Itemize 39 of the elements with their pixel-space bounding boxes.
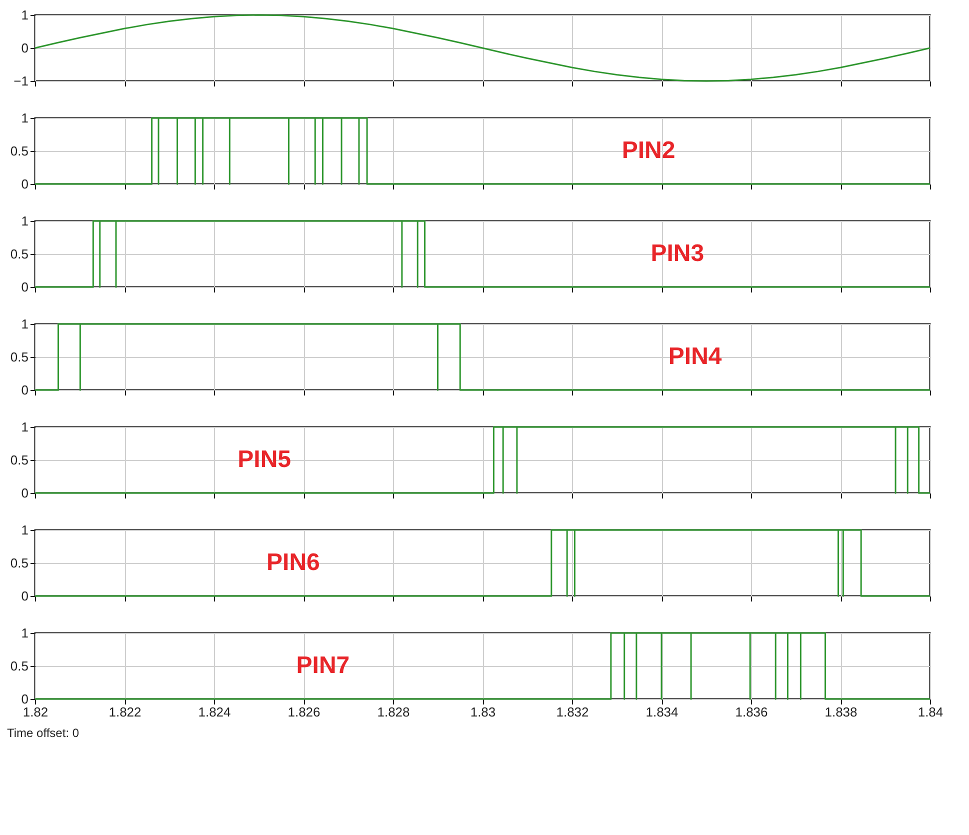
y-tick-label: 0 xyxy=(21,280,28,294)
x-tick-label: 1.832 xyxy=(556,704,589,720)
y-tick-label: 0.5 xyxy=(10,144,28,158)
text: Time offset: 0 xyxy=(7,726,80,740)
x-tick-label: 1.838 xyxy=(824,704,858,720)
y-tick-label: 1 xyxy=(21,110,28,126)
y-tick-label: 0.5 xyxy=(10,246,28,262)
y-tick-label: 1 xyxy=(21,522,28,538)
annotation: PIN6 xyxy=(266,549,320,576)
y-tick-label: 1 xyxy=(21,214,28,228)
annotation: PIN7 xyxy=(296,652,350,679)
x-tick-label: 1.824 xyxy=(198,704,231,720)
y-tick-label: 1 xyxy=(21,420,28,434)
y-tick-label: 1 xyxy=(21,8,28,22)
y-tick-label: 0.5 xyxy=(10,452,28,468)
y-tick-label: 0 xyxy=(21,176,28,192)
x-tick-label: 1.82 xyxy=(22,704,48,720)
x-tick-label: 1.826 xyxy=(288,704,320,720)
x-tick-label: 1.834 xyxy=(646,704,678,720)
y-tick-label: 0 xyxy=(21,486,28,500)
y-tick-label: 0 xyxy=(21,40,28,56)
y-tick-label: 1 xyxy=(21,316,28,332)
x-tick-label: 1.84 xyxy=(918,704,944,720)
y-tick-label: 0 xyxy=(21,382,28,398)
x-tick-label: 1.822 xyxy=(108,704,142,720)
x-tick-label: 1.828 xyxy=(377,704,410,720)
y-tick-label: 0.5 xyxy=(10,350,28,364)
annotation: PIN5 xyxy=(238,446,292,473)
y-tick-label: 0.5 xyxy=(10,658,28,674)
x-tick-label: 1.836 xyxy=(735,704,768,720)
y-tick-label: 0 xyxy=(21,692,28,706)
annotation: PIN3 xyxy=(650,240,704,267)
y-tick-label: 0.5 xyxy=(10,556,28,570)
y-tick-label: 1 xyxy=(21,626,28,640)
y-tick-label: −1 xyxy=(14,74,28,88)
x-tick-label: 1.83 xyxy=(470,704,496,720)
y-tick-label: 0 xyxy=(21,588,28,604)
annotation: PIN4 xyxy=(668,343,722,370)
annotation: PIN2 xyxy=(622,137,676,164)
